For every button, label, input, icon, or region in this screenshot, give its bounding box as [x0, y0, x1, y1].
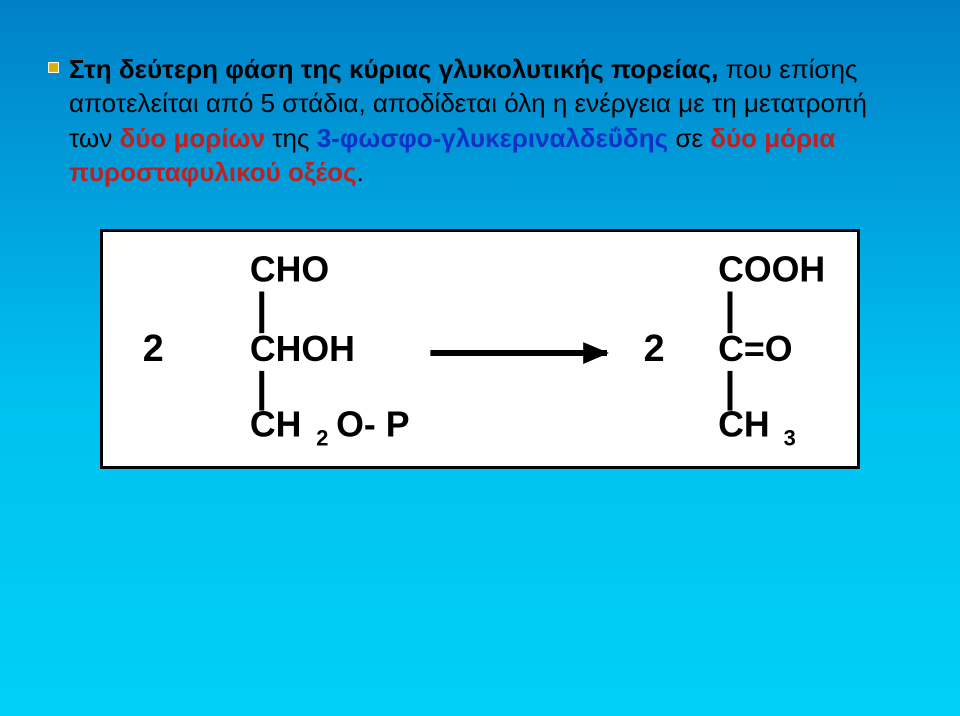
left-ch: CH [250, 405, 302, 445]
right-sub3: 3 [784, 426, 796, 451]
right-cooh: COOH [718, 250, 825, 290]
right-coefficient: 2 [644, 327, 665, 369]
phrase-of: της [265, 123, 317, 153]
left-choh: CHOH [250, 329, 355, 369]
left-sub2: 2 [316, 426, 328, 451]
reaction-arrow-icon [430, 342, 609, 364]
phrase-period: . [357, 157, 364, 187]
slide: Στη δεύτερη φάση της κύριας γλυκολυτικής… [0, 0, 960, 517]
reaction-svg: 2 CHO CHOH CH O- P 2 2 COOH C=O CH 3 [103, 232, 857, 466]
right-ch: CH [718, 405, 770, 445]
phrase-g3p: 3-φωσφο-γλυκεριναλδεΰδης [317, 123, 668, 153]
left-cho: CHO [250, 250, 329, 290]
reaction-diagram: 2 CHO CHOH CH O- P 2 2 COOH C=O CH 3 [100, 229, 860, 469]
phrase-two-molecules-1: δύο μορίων [119, 123, 265, 153]
left-p: P [386, 405, 410, 445]
phrase-comma: , [711, 54, 718, 84]
right-c-eq-o: C=O [718, 329, 792, 369]
phrase-to: σε [668, 123, 710, 153]
bullet-icon [48, 62, 59, 73]
bullet-paragraph: Στη δεύτερη φάση της κύριας γλυκολυτικής… [48, 52, 912, 189]
paragraph-text: Στη δεύτερη φάση της κύριας γλυκολυτικής… [69, 52, 912, 189]
phrase-phase2: Στη δεύτερη φάση της κύριας γλυκολυτικής… [69, 54, 711, 84]
left-o-dash: O- [336, 405, 376, 445]
left-coefficient: 2 [143, 327, 164, 369]
